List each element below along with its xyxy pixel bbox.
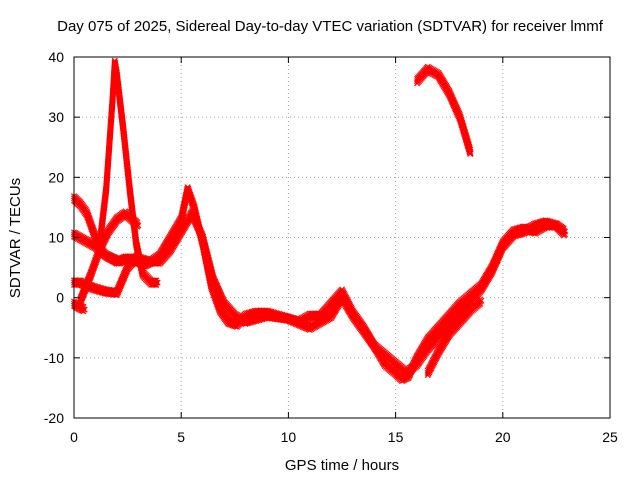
x-tick-label: 5 xyxy=(177,429,185,445)
data-point xyxy=(81,306,88,313)
y-tick-label: -20 xyxy=(44,410,64,426)
data-point xyxy=(153,279,160,286)
x-axis-label: GPS time / hours xyxy=(285,457,399,474)
y-tick-label: 30 xyxy=(48,109,64,125)
x-tick-label: 15 xyxy=(388,429,404,445)
data-point xyxy=(467,148,474,155)
data-point xyxy=(477,300,484,307)
series-arc-6 xyxy=(96,57,161,288)
ticks: 0 5 10 15 20 25 -20 -10 0 10 20 30 40 xyxy=(44,49,618,445)
chart-title: Day 075 of 2025, Sidereal Day-to-day VTE… xyxy=(57,18,603,35)
grid xyxy=(74,57,610,418)
series-arc-2 xyxy=(70,208,569,379)
y-tick-label: 10 xyxy=(48,230,64,246)
y-tick-label: 0 xyxy=(56,290,64,306)
x-tick-label: 25 xyxy=(602,429,618,445)
y-tick-label: -10 xyxy=(44,350,64,366)
x-tick-label: 0 xyxy=(70,429,78,445)
x-tick-label: 10 xyxy=(281,429,297,445)
y-tick-label: 40 xyxy=(48,49,64,65)
series-arc-8 xyxy=(424,296,485,379)
x-tick-label: 20 xyxy=(495,429,511,445)
series-arc-7 xyxy=(414,63,474,157)
data-point xyxy=(154,279,161,286)
data-point xyxy=(467,150,474,157)
y-axis-label: SDTVAR / TECUs xyxy=(7,178,24,298)
data-point xyxy=(478,297,485,304)
y-tick-label: 20 xyxy=(48,169,64,185)
data-point xyxy=(561,228,569,235)
data-layer xyxy=(70,57,569,385)
